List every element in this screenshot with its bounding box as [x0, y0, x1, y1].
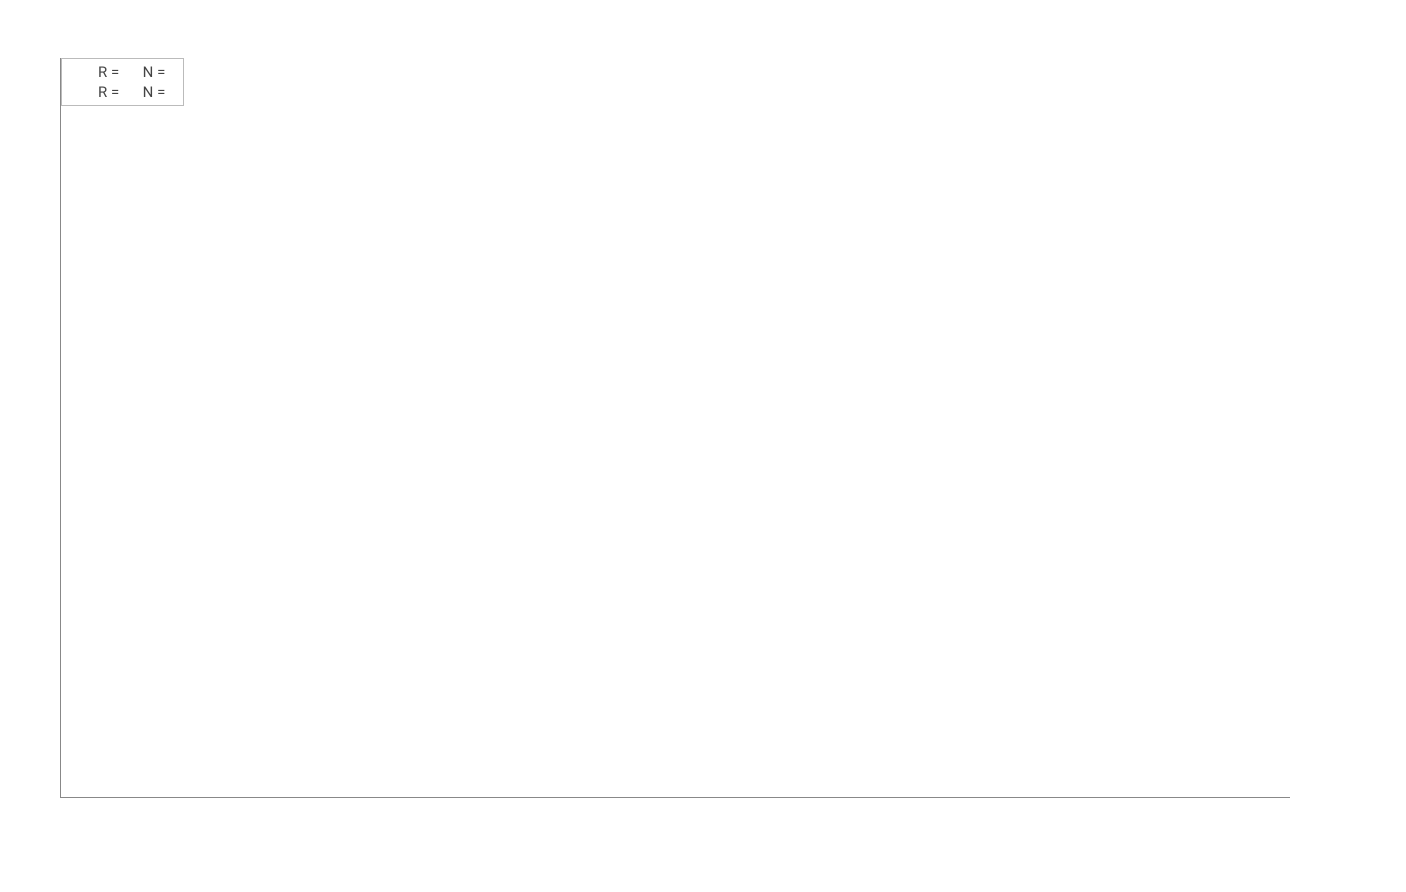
- legend-item-africa: [663, 26, 689, 44]
- stats-row-hawaiians: R = N =: [72, 83, 173, 101]
- legend-swatch-africa: [663, 26, 681, 44]
- swatch-africa: [72, 63, 90, 81]
- stats-row-africa: R = N =: [72, 63, 173, 81]
- stats-n-label: N =: [135, 63, 165, 81]
- legend-swatch-hawaiians: [717, 26, 735, 44]
- stats-r-label: R =: [98, 63, 119, 81]
- regression-lines: [61, 58, 1290, 797]
- legend-item-hawaiians: [717, 26, 743, 44]
- plot-area: R = N = R = N =: [60, 58, 1290, 798]
- chart-header: [0, 0, 1406, 26]
- swatch-hawaiians: [72, 83, 90, 101]
- stats-n-label-2: N =: [135, 83, 165, 101]
- chart-area: R = N = R = N =: [60, 58, 1340, 798]
- stats-r-label-2: R =: [98, 83, 119, 101]
- stats-legend: R = N = R = N =: [61, 58, 184, 106]
- series-legend: [663, 26, 743, 44]
